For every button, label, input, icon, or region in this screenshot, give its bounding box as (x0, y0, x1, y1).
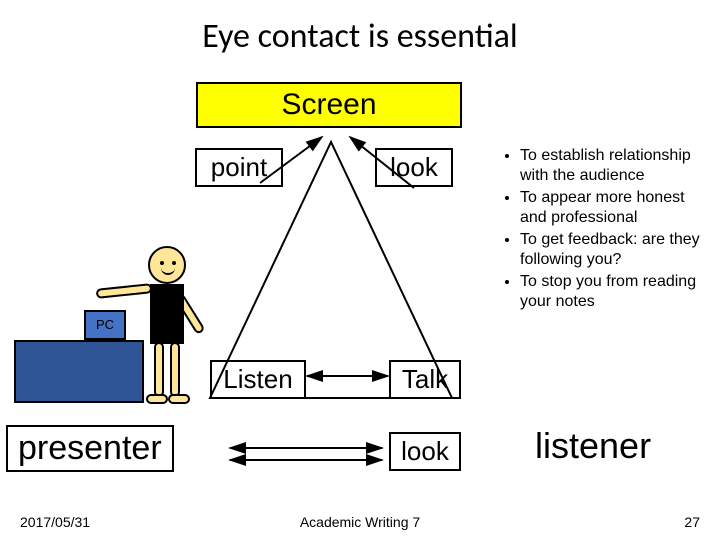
talk-label: Talk (389, 360, 461, 399)
figure-arm-left (96, 283, 153, 299)
presenter-label: presenter (6, 425, 174, 472)
figure-foot (146, 394, 168, 404)
eye-icon (160, 261, 164, 265)
smile-icon (161, 268, 175, 275)
listen-label: Listen (210, 360, 306, 399)
point-label: point (195, 148, 283, 187)
listener-label: listener (535, 425, 651, 467)
slide-title: Eye contact is essential (0, 16, 720, 57)
figure-head (148, 246, 186, 284)
presenter-figure (128, 246, 208, 412)
bullet-item: To get feedback: are they following you? (520, 230, 706, 270)
figure-leg (154, 342, 164, 397)
look-bottom-label: look (389, 432, 461, 471)
screen-label-box: Screen (196, 82, 462, 128)
bullet-item: To establish relationship with the audie… (520, 146, 706, 186)
bullet-item: To appear more honest and professional (520, 188, 706, 228)
figure-foot (168, 394, 190, 404)
figure-leg (170, 342, 180, 397)
desk-shape (14, 340, 144, 403)
figure-torso (150, 284, 184, 344)
footer-page-number: 27 (684, 514, 700, 530)
bullet-list: To establish relationship with the audie… (500, 146, 706, 314)
look-top-label: look (375, 148, 453, 187)
pc-label: PC (84, 310, 126, 340)
bullet-item: To stop you from reading your notes (520, 272, 706, 312)
footer-center: Academic Writing 7 (0, 514, 720, 530)
eye-icon (172, 261, 176, 265)
